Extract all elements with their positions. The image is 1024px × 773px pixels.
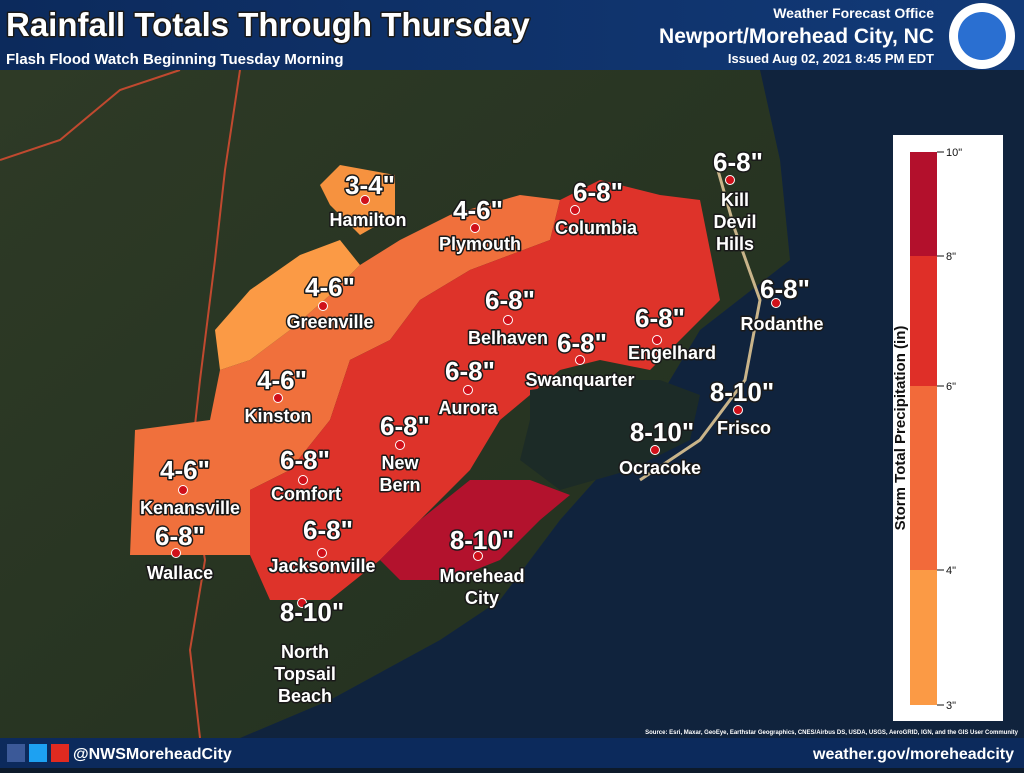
website[interactable]: weather.gov/moreheadcity (812, 746, 1014, 763)
rain-amount: 8-10" (630, 417, 694, 447)
city-dot (470, 223, 480, 233)
outer-banks (639, 159, 762, 482)
rain-amount: 6-8" (635, 303, 685, 333)
rain-amount: 4-6" (305, 272, 355, 302)
city-dot (473, 551, 483, 561)
subtitle: Flash Flood Watch Beginning Tuesday Morn… (6, 51, 344, 68)
rain-amount: 4-6" (453, 195, 503, 225)
city-name: Rodanthe (741, 314, 824, 334)
city-name: Comfort (271, 484, 341, 504)
city-name: Aurora (438, 398, 498, 418)
city-name: Topsail (274, 664, 336, 684)
city-dot (178, 485, 188, 495)
city-name: Wallace (147, 563, 213, 583)
legend-tick-label: 4" (946, 565, 956, 577)
city-name: Frisco (717, 418, 771, 438)
sound (520, 380, 700, 490)
rain-amount: 6-8" (557, 328, 607, 358)
city-dot (298, 475, 308, 485)
city-dot (317, 548, 327, 558)
legend-tick-label: 3" (946, 700, 956, 712)
city-dot (725, 175, 735, 185)
location: Newport/Morehead City, NC (659, 25, 934, 48)
rain-amount: 6-8" (303, 515, 353, 545)
rain-amount: 6-8" (445, 356, 495, 386)
city-name: North (281, 642, 329, 662)
rain-zone (215, 240, 360, 370)
city-name: City (465, 588, 499, 608)
legend-tick-label: 6" (946, 381, 956, 393)
city-dot (570, 205, 580, 215)
rain-amount: 4-6" (257, 365, 307, 395)
city-dot (503, 315, 513, 325)
rain-amount: 3-4" (345, 170, 395, 200)
city-dot (360, 195, 370, 205)
rain-zone (320, 165, 395, 235)
rain-amount: 6-8" (280, 445, 330, 475)
rain-amount: 6-8" (485, 285, 535, 315)
legend-box (893, 135, 1003, 721)
header-bar (0, 0, 1024, 70)
legend-band (910, 570, 937, 705)
city-name: Columbia (555, 218, 638, 238)
legend-band (910, 256, 937, 386)
rain-amount: 6-8" (713, 147, 763, 177)
city-dot (171, 548, 181, 558)
city-name: Belhaven (468, 328, 548, 348)
rain-zone (250, 180, 720, 600)
rain-amount: 6-8" (573, 177, 623, 207)
legend-tick-label: 8" (946, 251, 956, 263)
rain-zone (380, 480, 570, 580)
city-name: Swanquarter (525, 370, 634, 390)
city-dot (771, 298, 781, 308)
city-dot (575, 355, 585, 365)
city-name: Bern (379, 475, 420, 495)
legend-band (910, 386, 937, 570)
city-name: Morehead (439, 566, 524, 586)
youtube-icon[interactable] (51, 744, 69, 762)
rain-amount: 4-6" (160, 455, 210, 485)
rain-amount: 8-10" (450, 525, 514, 555)
city-name: Hills (716, 234, 754, 254)
source: Source: Esri, Maxar, GeoEye, Earthstar G… (645, 730, 1019, 736)
legend-band (910, 152, 937, 256)
title: Rainfall Totals Through Thursday (6, 6, 530, 43)
city-name: Devil (713, 212, 756, 232)
twitter-icon[interactable] (29, 744, 47, 762)
nws-logo-inner (958, 12, 1006, 60)
city-dot (297, 598, 307, 608)
city-name: Beach (278, 686, 332, 706)
highway (0, 69, 181, 161)
rain-amount: 6-8" (155, 521, 205, 551)
footer-bar (0, 738, 1024, 768)
social-handle[interactable]: @NWSMoreheadCity (73, 746, 232, 763)
rain-amount: 8-10" (280, 597, 344, 627)
city-dot (652, 335, 662, 345)
city-name: Kenansville (140, 498, 240, 518)
facebook-icon[interactable] (7, 744, 25, 762)
city-name: Ocracoke (619, 458, 701, 478)
city-name: Plymouth (439, 234, 521, 254)
legend-title: Storm Total Precipitation (in) (892, 326, 909, 531)
rain-amount: 6-8" (380, 411, 430, 441)
rain-amount: 6-8" (760, 274, 810, 304)
city-dot (318, 301, 328, 311)
city-dot (733, 405, 743, 415)
office: Weather Forecast Office (773, 5, 934, 21)
city-name: Kill (721, 190, 749, 210)
legend-tick-label: 10" (946, 147, 962, 159)
city-dot (395, 440, 405, 450)
city-dot (650, 445, 660, 455)
city-name: Greenville (286, 312, 373, 332)
city-dot (463, 385, 473, 395)
city-name: Jacksonville (268, 556, 375, 576)
city-dot (273, 393, 283, 403)
city-name: New (381, 453, 419, 473)
city-name: Hamilton (329, 210, 406, 230)
rain-amount: 8-10" (710, 377, 774, 407)
city-name: Engelhard (628, 343, 716, 363)
issued: Issued Aug 02, 2021 8:45 PM EDT (728, 51, 934, 66)
city-name: Kinston (245, 406, 312, 426)
